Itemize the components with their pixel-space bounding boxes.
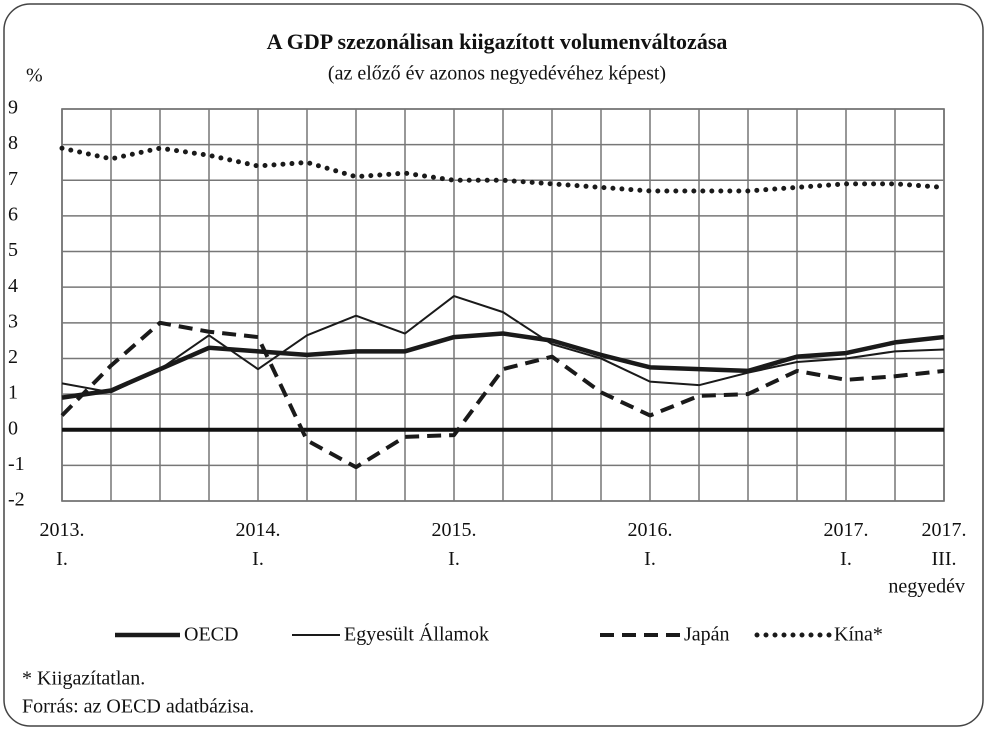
x-tick-line: 2013. xyxy=(40,519,85,541)
x-tick-line: I. xyxy=(56,548,68,570)
x-tick-label: 2015. I. xyxy=(432,519,477,570)
y-tick-label: 2 xyxy=(8,346,18,368)
x-tick-line: 2017. xyxy=(824,519,869,541)
y-tick-label: -1 xyxy=(8,453,25,475)
series-line xyxy=(59,145,947,194)
y-tick-label: 1 xyxy=(8,382,18,404)
y-tick-label: -2 xyxy=(8,489,25,511)
x-tick-line: I. xyxy=(448,548,460,570)
x-tick-line: 2016. xyxy=(628,519,673,541)
series-line xyxy=(60,320,945,470)
legend-label: Egyesült Államok xyxy=(344,623,489,646)
note: Forrás: az OECD adatbázisa. xyxy=(22,696,254,718)
x-tick-line: 2014. xyxy=(236,519,281,541)
legend-label: Kína* xyxy=(834,624,883,646)
chart-title: A GDP szezonálisan kiigazított volumenvá… xyxy=(267,29,728,54)
x-axis-label: negyedév xyxy=(888,576,965,598)
y-axis-label: % xyxy=(26,65,43,87)
y-tick-label: 5 xyxy=(8,239,18,261)
y-tick-label: 3 xyxy=(8,310,18,332)
x-tick-line: I. xyxy=(840,548,852,570)
y-tick-label: 7 xyxy=(8,168,18,190)
series-line xyxy=(61,331,945,400)
x-tick-label: 2017. I. xyxy=(824,519,869,570)
chart-subtitle: (az előző év azonos negyedévéhez képest) xyxy=(328,63,666,85)
y-tick-label: 0 xyxy=(8,417,18,439)
x-tick-line: 2017. xyxy=(922,519,967,541)
x-tick-line: I. xyxy=(252,548,264,570)
x-tick-label: 2017. III. xyxy=(922,519,967,570)
series-line xyxy=(61,295,945,394)
y-tick-label: 6 xyxy=(8,204,18,226)
y-tick-label: 4 xyxy=(8,275,18,297)
note: * Kiigazítatlan. xyxy=(22,668,145,690)
x-tick-label: 2016. I. xyxy=(628,519,673,570)
legend-label: Japán xyxy=(684,624,730,646)
y-tick-label: 9 xyxy=(8,97,18,119)
x-tick-line: I. xyxy=(644,548,656,570)
legend-label: OECD xyxy=(184,624,238,646)
frame xyxy=(3,3,984,727)
x-tick-label: 2013. I. xyxy=(40,519,85,570)
x-tick-line: III. xyxy=(932,548,957,570)
y-tick-label: 8 xyxy=(8,132,18,154)
x-tick-line: 2015. xyxy=(432,519,477,541)
x-tick-label: 2014. I. xyxy=(236,519,281,570)
